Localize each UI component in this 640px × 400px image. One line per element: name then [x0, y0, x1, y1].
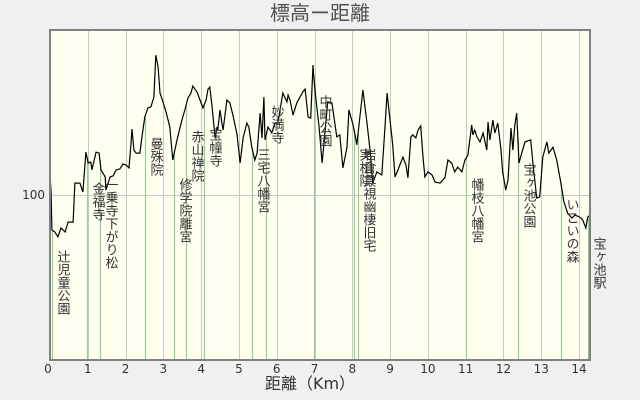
landmark-label: 赤山禅院	[188, 130, 204, 182]
x-axis-title: 距離（Km）	[264, 374, 356, 393]
x-tick-label: 7	[310, 362, 319, 376]
landmark-label: 宝ヶ池駅	[590, 237, 606, 289]
landmark-label: 辻児童公園	[54, 250, 70, 315]
landmark-label: 中町公園	[316, 95, 332, 147]
landmark-label: 曼殊院	[147, 137, 163, 176]
x-tick-label: 5	[235, 362, 243, 376]
landmark-label: 修学院離宮	[176, 178, 192, 243]
landmark-label: 金福寺	[89, 182, 105, 221]
x-tick-label: 6	[272, 362, 281, 376]
landmark-label: 宝ヶ池公園	[520, 163, 536, 228]
landmark-label: 実相院	[356, 148, 372, 187]
landmark-label: 三宅八幡宮	[254, 148, 270, 213]
chart-title: 標高ー距離	[270, 1, 370, 25]
y-tick-label: 100	[22, 188, 45, 202]
x-tick-label: 1	[83, 362, 92, 376]
landmark-label: 一乗寺下がり松	[102, 178, 118, 269]
x-tick-label: 12	[495, 362, 512, 376]
landmark-label: いこいの森	[563, 198, 579, 263]
x-tick-label: 9	[386, 362, 394, 376]
landmark-lines	[51, 76, 590, 360]
landmark-label: 岩倉具視幽棲旧宅	[360, 148, 376, 252]
x-tick-label: 2	[121, 362, 130, 376]
x-tick-label: 0	[44, 362, 52, 376]
x-tick-label: 10	[420, 362, 436, 376]
x-tick-label: 13	[533, 362, 549, 376]
x-tick-label: 4	[197, 362, 205, 376]
landmark-label: 幡枝八幡宮	[468, 178, 484, 243]
x-tick-label: 11	[458, 362, 474, 376]
landmark-label: 妙満寺	[268, 105, 284, 144]
plot-border	[49, 29, 591, 361]
elevation-profile-line	[49, 54, 591, 239]
x-tick-label: 8	[348, 362, 357, 376]
x-tick-label: 3	[159, 362, 168, 376]
x-tick-label: 14	[571, 362, 587, 376]
landmark-label: 宝幢寺	[206, 128, 222, 167]
